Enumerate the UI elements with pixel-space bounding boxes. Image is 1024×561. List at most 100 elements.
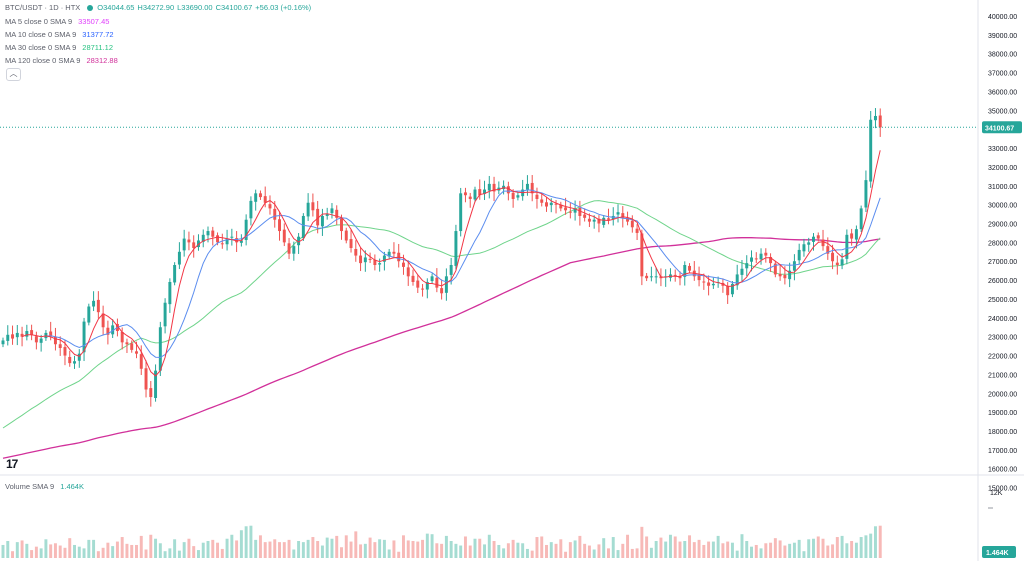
volume-bar [792,542,796,558]
volume-bar [287,539,291,558]
volume-bar [263,542,267,558]
ma5-legend[interactable]: MA 5 close 0 SMA 9 33507.45 [5,16,109,28]
volume-bar [11,551,15,558]
candle-body [430,276,434,282]
candle [201,229,205,248]
candle-body [688,265,692,271]
volume-bar [730,542,734,558]
candle-body [425,281,429,290]
candle-body [297,236,301,246]
volume-bar [540,536,544,558]
candle-body [325,214,329,216]
candle [454,224,458,270]
candle-body [444,276,448,293]
volume-bar [406,540,410,558]
volume-bar [525,548,529,558]
candle-body [368,258,372,260]
candle-body [764,252,768,256]
volume-legend[interactable]: Volume SMA 9 1.464K [5,481,84,493]
candle-body [278,219,281,232]
volume-bar [568,542,572,558]
candle-body [626,217,630,222]
y-tick-label: 37000.00 [988,71,1017,78]
ma10-value: 31377.72 [82,30,114,39]
candle-body [873,115,877,121]
volume-bar [630,548,634,558]
candle-body [511,192,515,199]
candle-body [602,217,606,225]
ma120-line [2,237,881,459]
candle-body [454,231,458,266]
volume-bar [845,543,849,558]
volume-bar [354,531,358,558]
volume-bar [668,534,672,558]
candle [864,170,868,212]
candle-body [835,262,839,266]
y-tick-label: 30000.00 [988,203,1017,210]
candle [807,237,811,252]
volume-bar [158,543,162,558]
volume-bar [115,541,119,558]
candle-body [578,207,582,216]
candle [635,224,639,241]
candle-body [592,219,596,222]
volume-bar [812,538,815,558]
tradingview-logo-icon[interactable]: 17 [6,457,18,471]
volume-bar [292,549,296,558]
y-tick-label: 36000.00 [988,89,1017,96]
volume-bar [773,538,777,558]
candle [483,180,487,201]
volume-bar [721,543,725,558]
candle-body [92,300,96,307]
candle-body [158,327,162,371]
volume-bar [559,539,563,558]
candle-body [573,208,577,213]
volume-bar [564,551,568,558]
volume-bar [516,542,520,558]
volume-bar [611,537,615,558]
candle-body [330,208,334,214]
candle-body [258,193,262,198]
volume-bar [163,551,167,558]
candle-body [249,200,253,219]
candle [611,207,615,226]
y-tick-label: 18000.00 [988,429,1017,436]
candle-body [139,354,143,369]
volume-bar [125,543,129,558]
volume-bar [707,541,711,558]
y-tick-label: 23000.00 [988,335,1017,342]
candle [440,279,444,300]
candle-body [506,186,510,194]
candle-body [320,215,324,227]
ma10-legend[interactable]: MA 10 close 0 SMA 9 31377.72 [5,29,114,41]
volume-bar [602,538,606,558]
candle [421,284,425,297]
volume-bar [382,539,386,558]
candle-body [120,331,124,343]
candle-body [168,281,172,305]
candle [816,232,820,242]
volume-bar [39,548,43,558]
volume-bar [530,550,534,558]
candle [497,181,501,195]
y-tick-label: 33000.00 [988,146,1017,153]
ma120-legend[interactable]: MA 120 close 0 SMA 9 28312.88 [5,55,118,67]
candle [287,237,291,260]
candle [82,317,86,362]
candle [211,226,215,246]
candle [473,186,477,203]
ma30-legend[interactable]: MA 30 close 0 SMA 9 28711.12 [5,42,113,54]
chevron-up-icon[interactable]: ︿ [6,68,21,81]
candle-body [335,209,339,218]
volume-bar [554,543,558,558]
high-value: H34272.90 [137,3,175,12]
candle [444,268,448,301]
volume-bar [254,539,258,558]
candle-body [111,325,115,335]
volume-bar [854,542,858,558]
symbol-title: BTC/USDT · 1D · HTX [5,3,81,12]
volume-bar [249,525,253,558]
volume-bar [25,543,29,558]
volume-bar [335,535,339,558]
